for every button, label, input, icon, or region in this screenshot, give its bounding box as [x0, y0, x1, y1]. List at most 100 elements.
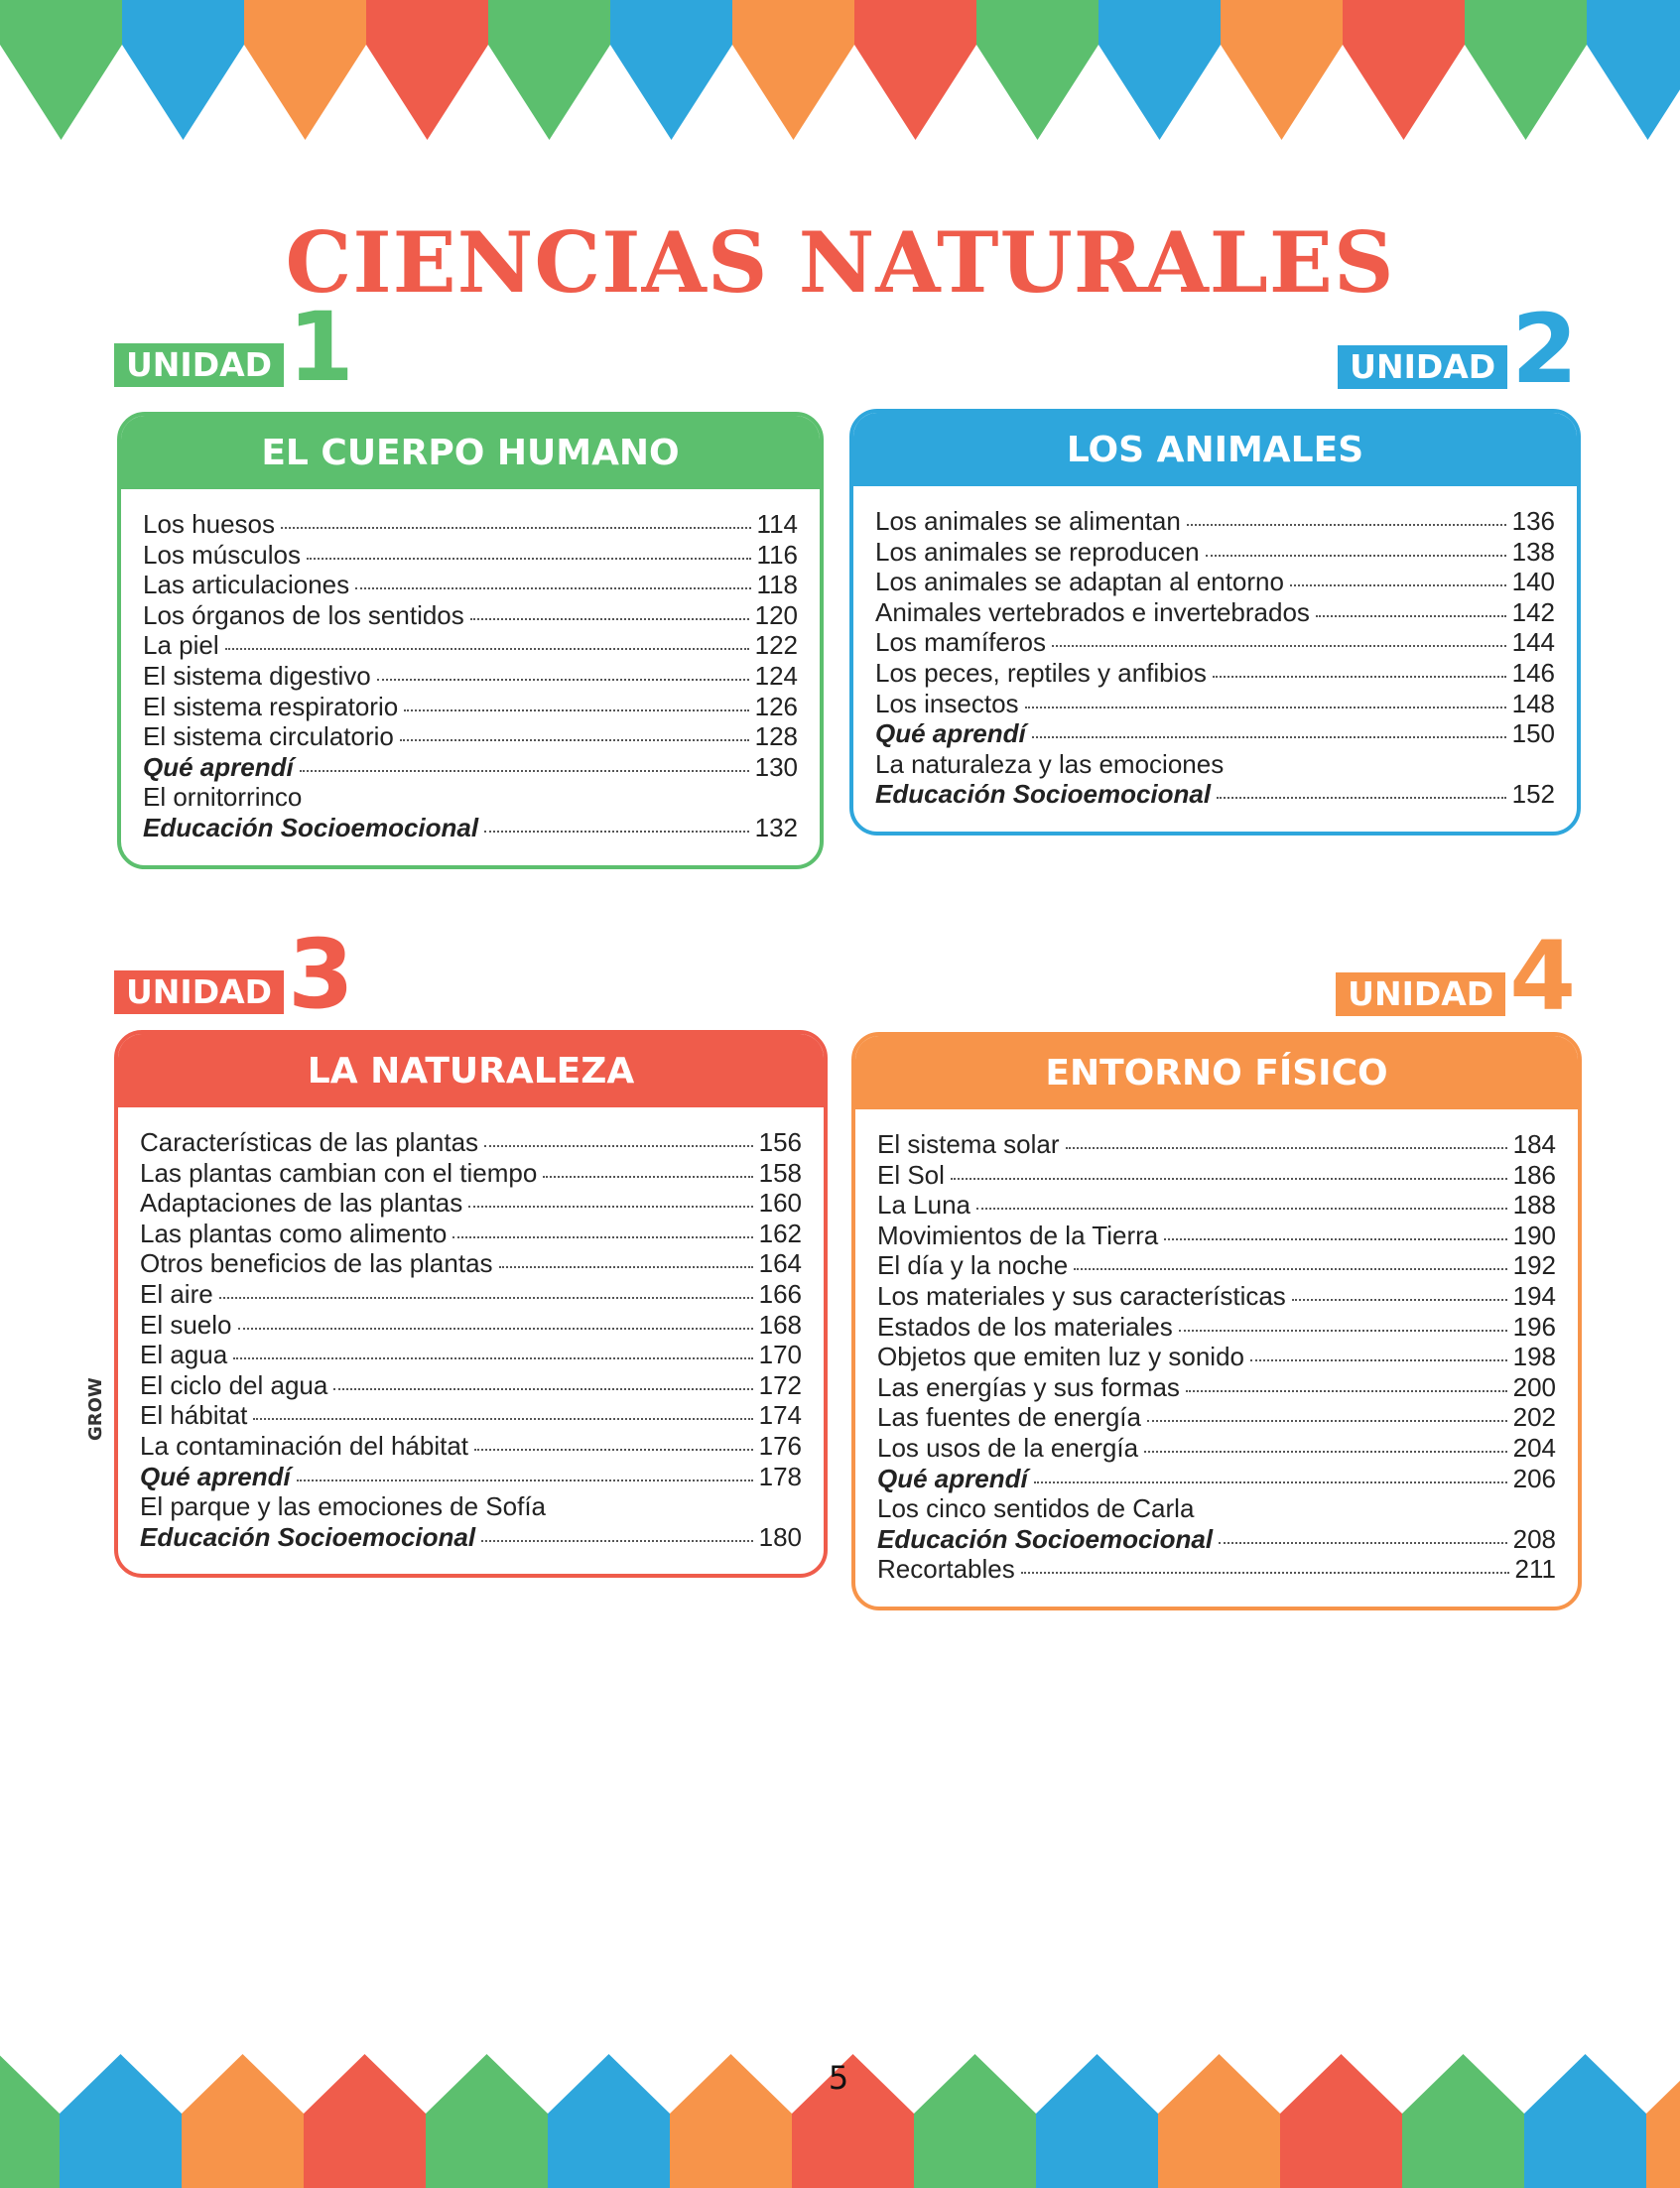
contents-row: Las articulaciones 118	[143, 570, 798, 600]
pennant	[1646, 2080, 1680, 2188]
entry-title: Qué aprendí	[877, 1463, 1028, 1493]
entry-title: Los órganos de los sentidos	[143, 599, 464, 630]
unit-box: ENTORNO FÍSICO El sistema solar 184 El Sol 1…	[851, 1032, 1582, 1610]
unit-box: EL CUERPO HUMANO Los huesos 114 Los músculo…	[117, 412, 824, 869]
contents-row: El hábitat 174	[140, 1400, 802, 1431]
contents-row: Las plantas como alimento 162	[140, 1219, 802, 1249]
contents-row: El suelo 168	[140, 1310, 802, 1341]
unit-number: 3	[287, 919, 356, 1030]
entry-title: La contaminación del hábitat	[140, 1430, 469, 1461]
contents-row: Los insectos 148	[875, 689, 1555, 719]
dot-leader	[218, 1296, 753, 1299]
contents-row: Las fuentes de energía 202	[877, 1402, 1556, 1433]
unit-label: UNIDAD 3	[114, 919, 356, 1030]
unit-label: UNIDAD 2	[1338, 294, 1580, 405]
dot-leader	[498, 1266, 753, 1269]
unit-number: 2	[1510, 294, 1580, 405]
dot-leader	[233, 1357, 753, 1360]
unit-heading: ENTORNO FÍSICO	[855, 1036, 1578, 1109]
dot-leader	[1289, 584, 1506, 587]
pennant	[0, 2055, 60, 2188]
dot-leader	[950, 1177, 1507, 1180]
unit-box: LA NATURALEZA Características de las plan…	[114, 1030, 828, 1579]
entry-page: 186	[1512, 1159, 1556, 1190]
pennant	[670, 2054, 792, 2188]
entry-title: Objetos que emiten luz y sonido	[877, 1342, 1244, 1372]
entry-title: El día y la noche	[877, 1250, 1069, 1281]
pennant	[1524, 2054, 1646, 2188]
pennant	[1465, 0, 1587, 140]
dot-leader	[280, 527, 751, 529]
pennant	[304, 2054, 426, 2188]
contents-list: Características de las plantas 156 Las pla…	[118, 1107, 824, 1574]
contents-row: La contaminación del hábitat 176	[140, 1431, 802, 1462]
entry-page: 132	[754, 812, 798, 842]
contents-row: Los huesos 114	[143, 509, 798, 540]
dot-leader	[469, 617, 749, 620]
entry-page: 200	[1512, 1371, 1556, 1402]
pennant	[1343, 0, 1465, 140]
dot-leader	[468, 1206, 753, 1209]
pennant	[0, 0, 122, 140]
entry-title: Los animales se alimentan	[875, 506, 1181, 536]
pennant	[792, 2054, 914, 2188]
entry-title: Los mamíferos	[875, 627, 1046, 658]
entry-page: 192	[1512, 1250, 1556, 1281]
entry-title: Qué aprendí	[140, 1461, 291, 1491]
pennant	[426, 2054, 548, 2188]
contents-row: Qué aprendí 206	[877, 1464, 1556, 1494]
pennant	[548, 2054, 670, 2188]
entry-page: 174	[758, 1400, 802, 1431]
dot-leader	[1185, 1389, 1507, 1392]
entry-page: 190	[1512, 1220, 1556, 1250]
entry-page: 194	[1512, 1280, 1556, 1311]
entry-title: Las plantas como alimento	[140, 1218, 448, 1248]
dot-leader	[1024, 706, 1506, 708]
dot-leader	[1051, 645, 1506, 648]
contents-row: La naturaleza y las emociones	[875, 749, 1555, 780]
entry-title: Educación Socioemocional	[877, 1523, 1214, 1554]
contents-row: Qué aprendí 178	[140, 1462, 802, 1492]
unit-tag: UNIDAD	[1336, 972, 1506, 1016]
entry-page: 206	[1512, 1463, 1556, 1493]
entry-title: Características de las plantas	[140, 1127, 479, 1157]
contents-row: Los mamíferos 144	[875, 627, 1555, 658]
entry-title: El Sol	[877, 1159, 945, 1190]
unit-label: UNIDAD 1	[114, 299, 355, 397]
entry-page: 188	[1512, 1190, 1556, 1221]
entry-title: El sistema circulatorio	[143, 721, 394, 752]
contents-row: Características de las plantas 156	[140, 1127, 802, 1158]
dot-leader	[1031, 736, 1506, 739]
dot-leader	[253, 1418, 753, 1421]
pennant	[1158, 2054, 1280, 2188]
entry-page: 166	[758, 1278, 802, 1309]
contents-row: El día y la noche 192	[877, 1250, 1556, 1281]
pennant	[182, 2054, 304, 2188]
pennant	[1036, 2054, 1158, 2188]
dot-leader	[1315, 614, 1506, 617]
pennant	[244, 0, 366, 140]
entry-page: 116	[756, 539, 798, 570]
pennant	[732, 0, 854, 140]
contents-row: Las plantas cambian con el tiempo 158	[140, 1158, 802, 1189]
entry-page: 162	[758, 1218, 802, 1248]
entry-title: Educación Socioemocional	[875, 779, 1212, 810]
pennant	[1098, 0, 1221, 140]
contents-row: El sistema respiratorio 126	[143, 692, 798, 722]
entry-title: Las articulaciones	[143, 570, 350, 600]
entry-page: 158	[758, 1157, 802, 1188]
dot-leader	[1065, 1147, 1507, 1149]
entry-page: 202	[1512, 1402, 1556, 1433]
entry-page: 170	[758, 1340, 802, 1370]
contents-row: El sistema digestivo 124	[143, 661, 798, 692]
entry-page: 130	[754, 751, 798, 782]
pennant	[488, 0, 610, 140]
entry-title: El aire	[140, 1278, 213, 1309]
dot-leader	[237, 1327, 753, 1330]
entry-title: Los insectos	[875, 688, 1019, 718]
contents-row: Los animales se reproducen 138	[875, 537, 1555, 568]
contents-row: Las energías y sus formas 200	[877, 1372, 1556, 1403]
dot-leader	[1178, 1329, 1507, 1332]
entry-title: El sistema respiratorio	[143, 691, 399, 721]
